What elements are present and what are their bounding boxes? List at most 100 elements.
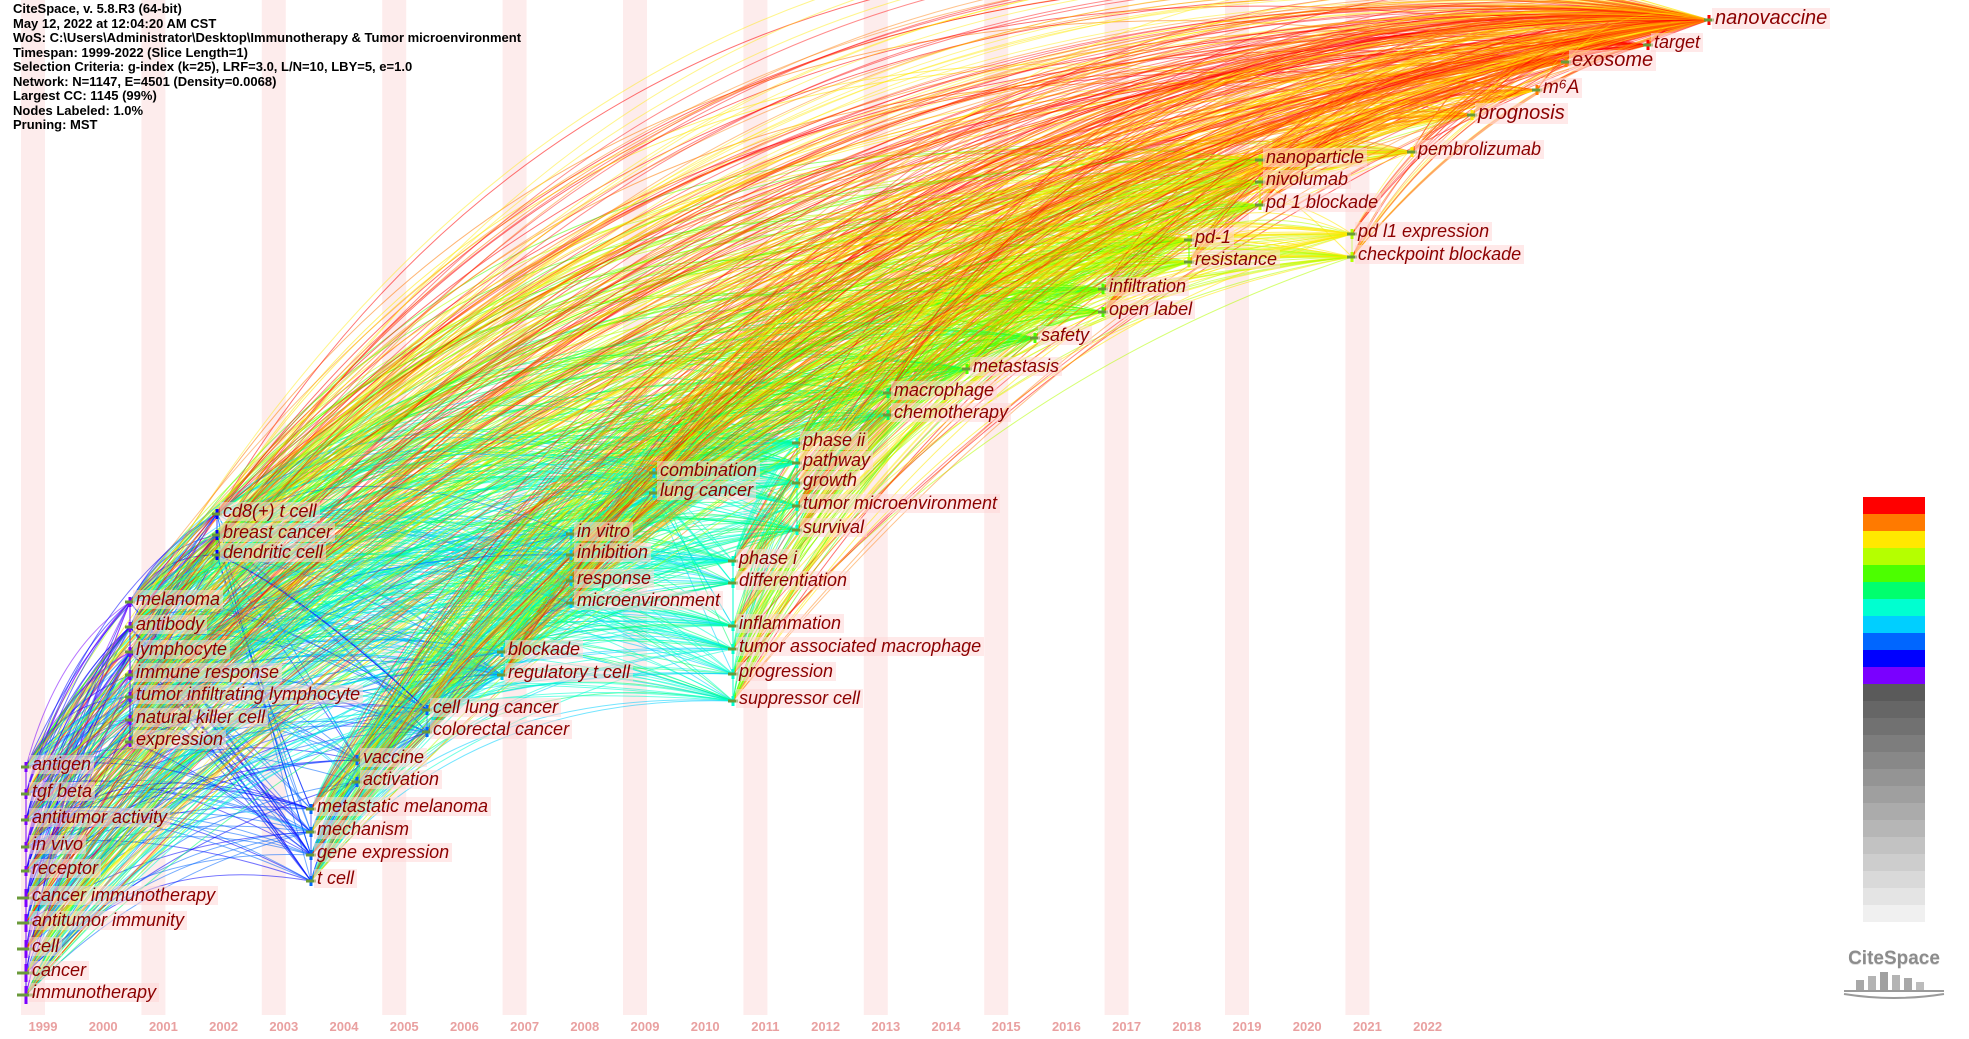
- network-edge: [129, 10, 1710, 628]
- network-edge: [129, 0, 1710, 628]
- network-edge: [1259, 5, 1710, 183]
- network-edge: [796, 19, 1710, 507]
- network-edge: [501, 19, 1710, 676]
- keyword-node: [422, 705, 432, 715]
- network-edge: [570, 19, 1710, 556]
- keyword-node: [728, 644, 738, 654]
- keyword-label: antitumor immunity: [29, 911, 188, 930]
- network-edge: [887, 0, 1710, 394]
- network-edge: [796, 14, 1710, 507]
- keyword-node: [212, 550, 222, 560]
- network-edge: [216, 259, 1104, 536]
- keyword-label: tumor microenvironment: [800, 494, 1001, 513]
- keyword-node: [21, 842, 31, 852]
- network-edge: [25, 16, 1710, 924]
- legend-gray-swatch: [1863, 871, 1925, 888]
- network-edge: [1351, 19, 1710, 235]
- legend-gray-swatch: [1863, 820, 1925, 837]
- network-edge: [732, 19, 1710, 675]
- network-edge: [129, 0, 1710, 676]
- network-edge: [216, 13, 1710, 556]
- network-edge: [732, 19, 1710, 675]
- network-edge: [653, 15, 1710, 474]
- network-edge: [887, 333, 1036, 394]
- legend-gray-swatch: [1863, 735, 1925, 752]
- keyword-node: [125, 647, 135, 657]
- keyword-node: [566, 576, 576, 586]
- network-edge: [1259, 0, 1710, 183]
- legend-swatch: [1863, 582, 1925, 599]
- keyword-label: cell: [29, 937, 63, 956]
- network-edge: [216, 0, 1710, 515]
- network-edge: [1102, 19, 1710, 313]
- network-edge: [796, 9, 1710, 464]
- network-edge: [796, 19, 1710, 464]
- network-edge: [129, 19, 1710, 698]
- network-edge: [1259, 86, 1538, 161]
- keyword-node: [125, 597, 135, 607]
- keyword-label: lymphocyte: [133, 640, 231, 659]
- keyword-node: [792, 501, 802, 511]
- network-edge: [570, 19, 1710, 535]
- keyword-label: tumor associated macrophage: [736, 637, 985, 656]
- network-edge: [1536, 11, 1710, 91]
- keyword-node: [125, 622, 135, 632]
- legend-swatch: [1863, 599, 1925, 616]
- network-edge: [501, 14, 1710, 676]
- network-edge: [25, 582, 734, 950]
- network-edge: [1565, 13, 1710, 63]
- network-edge: [129, 0, 1710, 628]
- network-edge: [426, 204, 1261, 733]
- keyword-label: tgf beta: [29, 782, 96, 801]
- keyword-node: [17, 889, 35, 907]
- network-edge: [25, 0, 1710, 821]
- network-edge: [216, 63, 1473, 515]
- network-edge: [356, 44, 1649, 783]
- network-edge: [796, 18, 1710, 507]
- network-edge: [653, 75, 1538, 474]
- keyword-node: [17, 940, 35, 958]
- keyword-label: pd-1: [1192, 228, 1235, 247]
- keyword-node: [728, 669, 738, 679]
- network-edge: [1411, 19, 1710, 153]
- keyword-label: antibody: [133, 615, 208, 634]
- network-edge: [129, 0, 1710, 653]
- network-edge: [796, 19, 1710, 484]
- network-edge: [1259, 19, 1710, 161]
- keyword-label: melanoma: [133, 590, 224, 609]
- network-edge: [310, 19, 1710, 810]
- network-edge: [653, 43, 1649, 494]
- network-edge: [1102, 19, 1710, 290]
- network-edge: [25, 709, 428, 899]
- network-edge: [570, 0, 1710, 582]
- keyword-node: [962, 364, 972, 374]
- keyword-label: mechanism: [314, 820, 413, 839]
- keyword-label: chemotherapy: [891, 403, 1012, 422]
- network-edge: [653, 360, 968, 494]
- network-edge: [1188, 15, 1710, 241]
- network-edge: [310, 19, 1710, 833]
- network-edge: [310, 114, 1473, 882]
- network-edge: [1411, 19, 1710, 153]
- network-edge: [216, 0, 1710, 536]
- network-edge: [1351, 19, 1710, 235]
- network-edge: [1565, 14, 1710, 63]
- timespan: Timespan: 1999-2022 (Slice Length=1): [13, 44, 248, 60]
- network-edge: [310, 674, 503, 810]
- network-edge: [1259, 14, 1710, 161]
- network-edge: [310, 414, 889, 810]
- keyword-node: [422, 727, 432, 737]
- network-edge: [310, 2, 1710, 810]
- keyword-node: [792, 478, 802, 488]
- network-edge: [887, 19, 1710, 416]
- network-edge: [129, 19, 1710, 653]
- network-edge: [129, 4, 1710, 721]
- network-edge: [796, 12, 1710, 507]
- network-edge: [1351, 19, 1710, 258]
- network-edge: [25, 617, 734, 795]
- network-edge: [216, 262, 1104, 536]
- year-tick-label: 2009: [631, 1019, 660, 1034]
- network-edge: [25, 648, 734, 924]
- network-edge: [501, 17, 1710, 676]
- network-edge: [1471, 19, 1710, 116]
